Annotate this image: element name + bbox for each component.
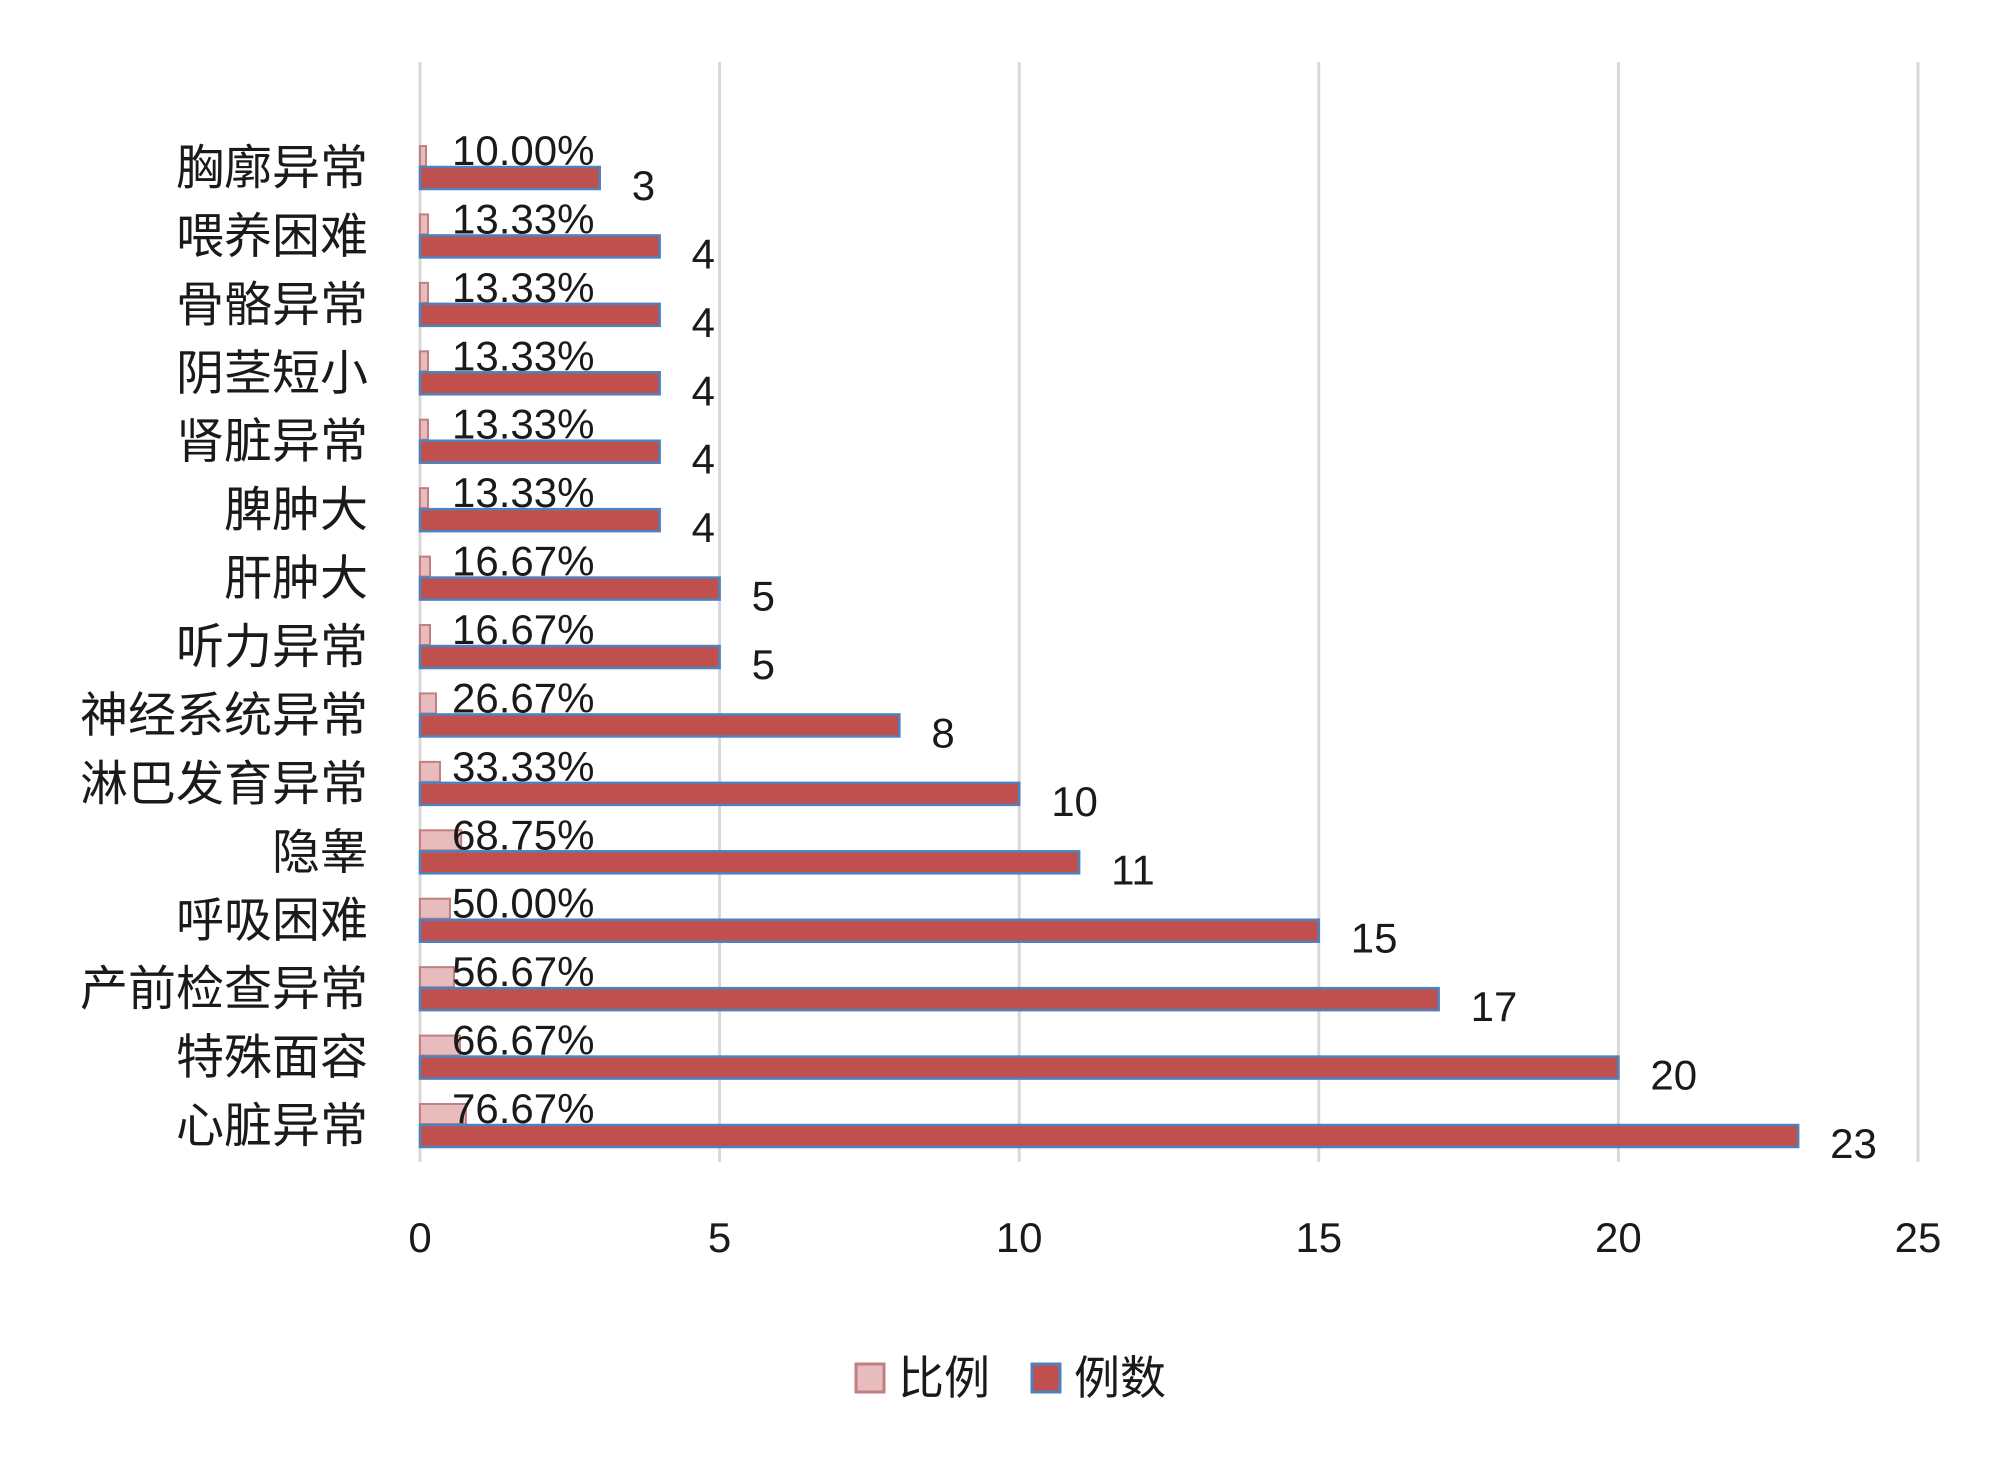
ratio-bar (419, 692, 437, 715)
count-data-label: 4 (692, 230, 715, 277)
ratio-data-label: 13.33% (452, 195, 594, 242)
ratio-data-label: 13.33% (452, 469, 594, 516)
ratio-bar (419, 418, 429, 441)
ratio-data-label: 50.00% (452, 880, 594, 927)
ratio-bar (419, 966, 455, 989)
count-data-label: 4 (692, 299, 715, 346)
ratio-bar (419, 350, 429, 373)
category-label: 隐睾 (272, 824, 368, 880)
x-tick-label: 10 (996, 1214, 1043, 1261)
ratio-data-label: 10.00% (452, 127, 594, 174)
count-data-label: 5 (752, 641, 775, 688)
count-bar (418, 918, 1321, 943)
count-bar (418, 234, 661, 259)
category-label: 产前检查异常 (80, 961, 368, 1017)
legend-swatch-count (1030, 1362, 1062, 1394)
count-bar (418, 986, 1440, 1012)
ratio-bar (419, 760, 441, 783)
category-label: 听力异常 (176, 619, 368, 675)
count-data-label: 4 (692, 436, 715, 483)
ratio-bar (419, 897, 451, 920)
count-bar (418, 165, 602, 191)
ratio-bar (419, 624, 431, 647)
category-label: 肝肿大 (224, 551, 368, 607)
data-labels: 10.00% 3 13.33% 4 13.33% 4 13.33% 4 13.33% 4 13.33… (452, 127, 1877, 1167)
category-label: 骨骼异常 (176, 277, 368, 333)
ratio-data-label: 13.33% (452, 264, 594, 311)
category-label: 肾脏异常 (176, 414, 368, 470)
x-tick-label: 15 (1295, 1214, 1342, 1261)
count-bar (418, 850, 1081, 875)
count-bar (418, 439, 661, 464)
ratio-bar (419, 555, 431, 578)
x-axis-tick-labels: 0 5 10 15 20 25 (408, 1214, 1941, 1261)
count-data-label: 4 (692, 504, 715, 551)
category-label: 阴茎短小 (176, 345, 368, 401)
ratio-data-label: 26.67% (452, 674, 594, 721)
count-bar (418, 644, 721, 670)
ratio-data-label: 66.67% (452, 1017, 594, 1064)
category-labels: 胸廓异常喂养困难骨骼异常阴茎短小肾脏异常脾肿大肝肿大听力异常神经系统异常淋巴发育… (80, 140, 368, 1154)
ratio-bar (419, 281, 429, 304)
x-tick-label: 0 (408, 1214, 431, 1261)
legend-swatch-ratio (854, 1362, 886, 1394)
count-bar (418, 371, 661, 396)
ratio-data-label: 16.67% (452, 538, 594, 585)
ratio-data-label: 56.67% (452, 948, 594, 995)
count-bar (418, 302, 661, 328)
legend-label-ratio: 比例 (898, 1351, 990, 1405)
count-data-label: 17 (1471, 983, 1518, 1030)
category-label: 心脏异常 (176, 1098, 368, 1154)
category-label: 神经系统异常 (80, 687, 368, 743)
count-bar (418, 576, 721, 601)
legend-label-count: 例数 (1074, 1351, 1166, 1405)
category-label: 喂养困难 (176, 208, 368, 264)
x-tick-label: 25 (1895, 1214, 1942, 1261)
ratio-data-label: 13.33% (452, 401, 594, 448)
count-bar (418, 713, 901, 738)
ratio-data-label: 76.67% (452, 1085, 594, 1132)
count-data-label: 3 (632, 162, 655, 209)
x-tick-label: 5 (708, 1214, 731, 1261)
ratio-bar (419, 487, 429, 510)
bars (418, 145, 1800, 1149)
ratio-data-label: 33.33% (452, 743, 594, 790)
count-data-label: 8 (931, 709, 954, 756)
category-label: 特殊面容 (176, 1030, 368, 1086)
ratio-data-label: 16.67% (452, 606, 594, 653)
category-label: 淋巴发育异常 (80, 756, 368, 812)
ratio-data-label: 68.75% (452, 811, 594, 858)
ratio-data-label: 13.33% (452, 332, 594, 379)
count-data-label: 5 (752, 573, 775, 620)
category-label: 胸廓异常 (176, 140, 368, 196)
x-tick-label: 20 (1595, 1214, 1642, 1261)
count-data-label: 15 (1351, 915, 1398, 962)
count-data-label: 11 (1111, 846, 1155, 893)
count-data-label: 23 (1830, 1120, 1877, 1167)
count-data-label: 20 (1650, 1052, 1697, 1099)
category-label: 呼吸困难 (176, 893, 368, 949)
count-bar (418, 1123, 1800, 1149)
legend: 比例 例数 (854, 1351, 1166, 1405)
count-bar (418, 1055, 1620, 1080)
count-bar (418, 781, 1021, 807)
count-data-label: 4 (692, 367, 715, 414)
count-bar (418, 507, 661, 533)
ratio-bar (419, 213, 429, 236)
category-label: 脾肿大 (224, 482, 368, 538)
count-data-label: 10 (1051, 778, 1098, 825)
ratio-bar (419, 145, 427, 167)
